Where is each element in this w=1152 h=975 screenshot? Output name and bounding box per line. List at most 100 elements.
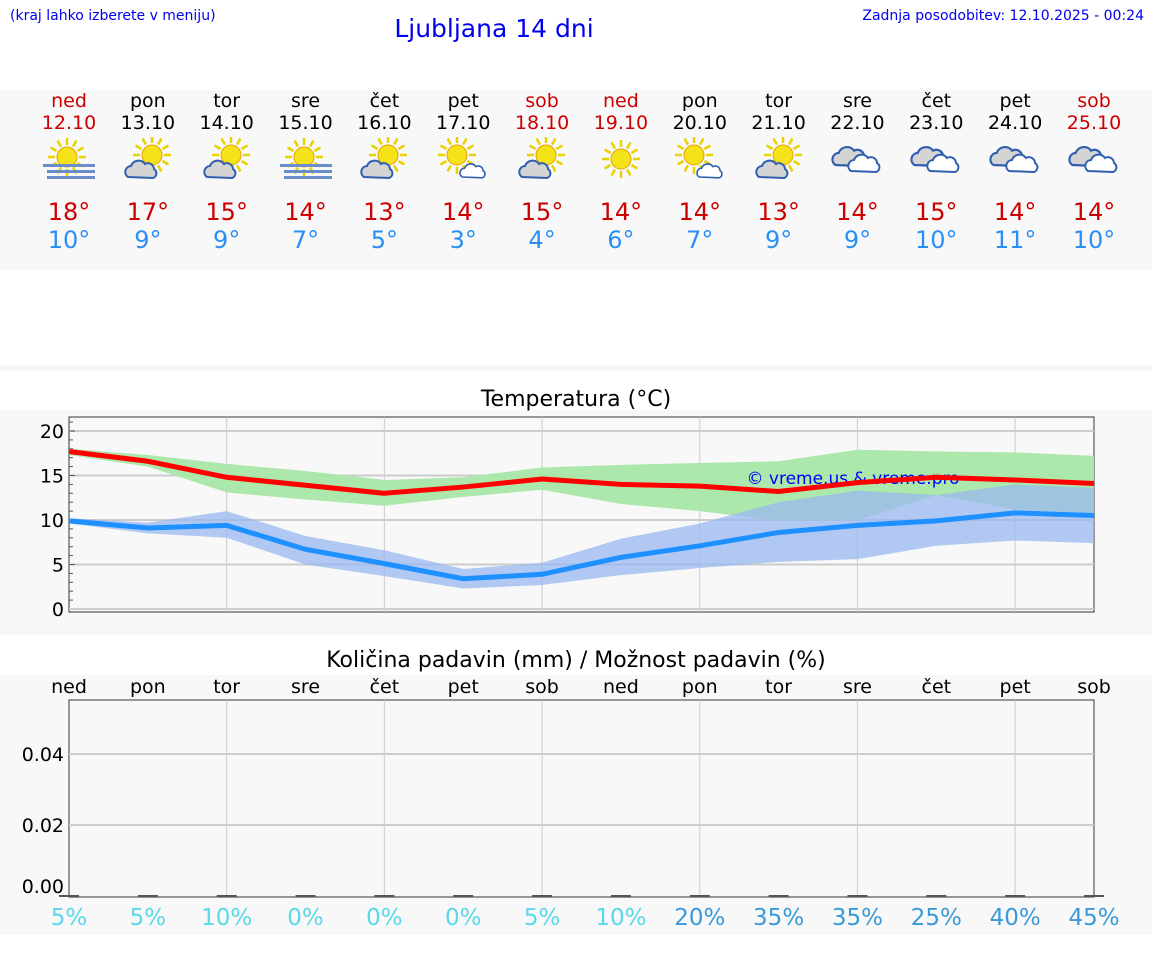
- precip-bar: [847, 895, 868, 897]
- max-temp: 15°: [520, 198, 564, 226]
- precip-bar: [926, 895, 947, 897]
- max-temp: 15°: [205, 198, 248, 226]
- day-date: 21.10: [751, 112, 806, 134]
- partly-cloudy-icon: [740, 134, 818, 188]
- min-temp: 10°: [47, 226, 91, 254]
- min-temp: 4°: [528, 226, 556, 254]
- max-temp: 14°: [1072, 198, 1116, 226]
- day-forecast: sre 22.10 14° 9°: [818, 90, 896, 254]
- precipitation-chart-title: Količina padavin (mm) / Možnost padavin …: [326, 648, 826, 673]
- precip-bar: [768, 895, 789, 897]
- min-temp: 9°: [134, 226, 162, 254]
- day-date: 14.10: [199, 112, 254, 134]
- partly-cloudy-icon: [109, 134, 187, 188]
- precip-day-label: ned: [603, 676, 639, 698]
- precip-day-label: tor: [213, 676, 241, 698]
- day-name: sre: [842, 90, 872, 112]
- precip-day-label: čet: [921, 676, 952, 698]
- min-temp: 11°: [993, 226, 1037, 254]
- day-name: tor: [765, 90, 793, 112]
- precip-bar: [295, 895, 316, 897]
- max-temp: 14°: [678, 198, 722, 226]
- precip-probability: 0%: [366, 905, 403, 931]
- precip-probability: 40%: [989, 905, 1041, 931]
- min-temp: 9°: [843, 226, 872, 254]
- partly-cloudy-icon: [345, 134, 423, 188]
- day-forecast: sob 25.10 14° 10°: [1055, 90, 1133, 254]
- day-forecast: pet 24.10 14° 11°: [976, 90, 1054, 254]
- day-forecast: pet 17.10 14° 3°: [424, 90, 502, 254]
- precip-probability: 20%: [674, 905, 726, 931]
- cloudy-icon: [1055, 134, 1133, 188]
- y-tick-label: 10: [40, 510, 64, 532]
- precip-probability: 45%: [1068, 905, 1120, 931]
- min-temp: 10°: [915, 226, 958, 254]
- min-temp-line: [68, 510, 1095, 582]
- divider: [0, 365, 1152, 371]
- min-temp: 7°: [686, 226, 714, 254]
- min-temp: 3°: [449, 226, 477, 254]
- day-name: sob: [525, 90, 559, 112]
- precip-day-label: sob: [1077, 676, 1111, 698]
- max-temp: 15°: [915, 198, 958, 226]
- precip-bar: [689, 895, 710, 897]
- day-name: ned: [603, 90, 639, 112]
- precip-day-label: pet: [999, 676, 1031, 698]
- precip-probability: 5%: [129, 905, 167, 931]
- day-date: 23.10: [909, 112, 964, 134]
- precip-probability: 35%: [753, 905, 805, 931]
- day-forecast: tor 21.10 13° 9°: [740, 90, 818, 254]
- sun-fog-icon: [267, 134, 345, 188]
- min-temp: 9°: [213, 226, 241, 254]
- partly-cloudy-icon: [503, 134, 581, 188]
- precip-bar: [610, 895, 631, 897]
- precip-bar: [1005, 895, 1026, 897]
- precip-day-label: ned: [51, 676, 87, 698]
- max-temp: 14°: [284, 198, 327, 226]
- day-date: 25.10: [1066, 112, 1122, 134]
- sun-fog-icon: [30, 134, 108, 188]
- day-name: čet: [921, 90, 952, 112]
- day-date: 13.10: [120, 112, 176, 134]
- precip-probability: 0%: [444, 905, 482, 931]
- precip-day-label: sre: [291, 676, 321, 698]
- precip-bar: [137, 895, 158, 897]
- last-updated: Zadnja posodobitev: 12.10.2025 - 00:24: [862, 8, 1144, 24]
- day-name: čet: [369, 90, 400, 112]
- sun-small-cloud-icon: [661, 134, 739, 188]
- day-name: pet: [999, 90, 1031, 112]
- y-tick-label: 0.00: [22, 876, 64, 898]
- precip-bar: [59, 895, 79, 897]
- precip-bar: [216, 895, 237, 897]
- y-tick-label: 0.04: [22, 744, 64, 766]
- precip-probability: 5%: [50, 905, 88, 931]
- max-temp: 14°: [993, 198, 1037, 226]
- max-temp: 14°: [599, 198, 643, 226]
- partly-cloudy-icon: [188, 134, 266, 188]
- precip-probability: 5%: [523, 905, 561, 931]
- max-temp: 17°: [126, 198, 170, 226]
- plot-area: [68, 699, 1095, 898]
- day-date: 17.10: [436, 112, 491, 134]
- day-forecast: čet 23.10 15° 10°: [897, 90, 975, 254]
- precip-day-label: sob: [525, 676, 559, 698]
- temperature-chart-title: Temperatura (°C): [480, 387, 672, 412]
- location-hint[interactable]: (kraj lahko izberete v meniju): [10, 8, 216, 24]
- day-forecast: čet 16.10 13° 5°: [345, 90, 423, 254]
- y-tick-label: 20: [40, 421, 64, 443]
- day-name: tor: [213, 90, 241, 112]
- day-forecast: pon 20.10 14° 7°: [661, 90, 739, 254]
- precip-day-label: pet: [447, 676, 479, 698]
- day-date: 12.10: [41, 112, 97, 134]
- cloudy-icon: [818, 134, 896, 188]
- day-forecast: ned 19.10 14° 6°: [582, 90, 660, 254]
- day-date: 19.10: [593, 112, 649, 134]
- precip-bar: [1084, 895, 1104, 897]
- day-date: 24.10: [987, 112, 1043, 134]
- forecast-strip: [0, 90, 1152, 270]
- day-forecast: sre 15.10 14° 7°: [267, 90, 345, 254]
- max-temp: 14°: [441, 198, 485, 226]
- page-title: Ljubljana 14 dni: [394, 14, 594, 43]
- day-date: 15.10: [278, 112, 333, 134]
